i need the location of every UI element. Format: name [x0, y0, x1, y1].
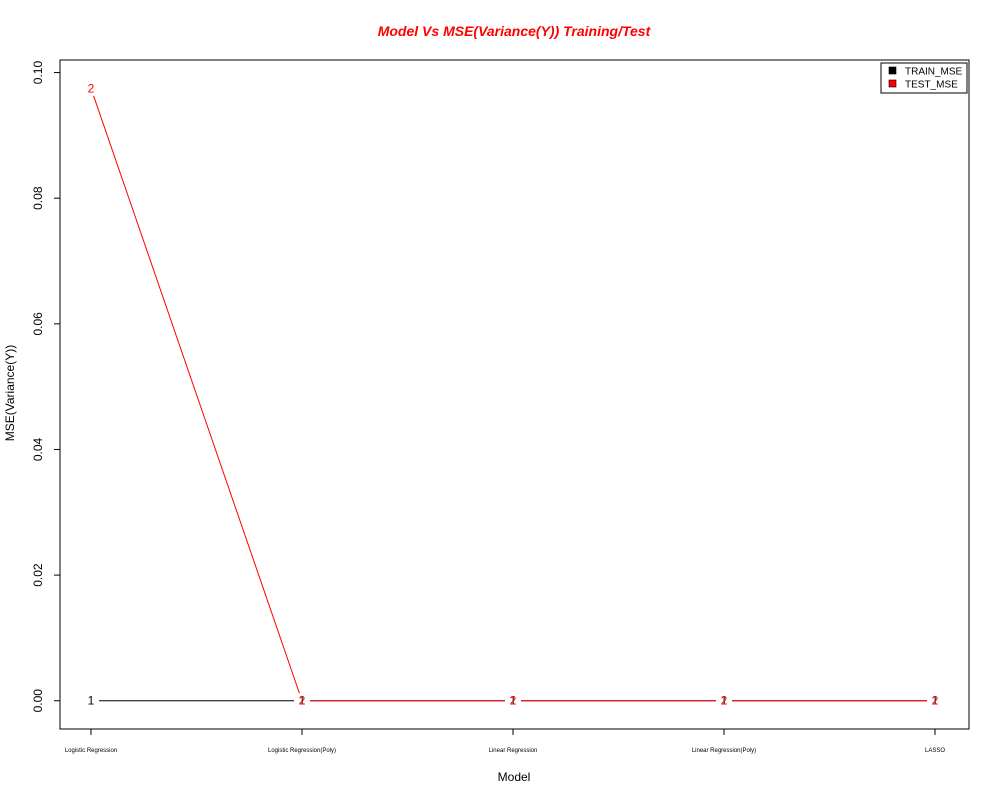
y-tick-label: 0.08: [31, 186, 45, 210]
x-tick-label: Logistic Regression(Poly): [268, 748, 336, 754]
data-point-marker: 1: [88, 694, 95, 708]
plot-area-frame: [59, 59, 970, 730]
data-point-marker: 2: [299, 694, 306, 708]
legend-label: TEST_MSE: [905, 80, 958, 91]
y-tick-label: 0.00: [31, 689, 45, 713]
chart-title: Model Vs MSE(Variance(Y)) Training/Test: [378, 23, 652, 39]
x-tick-label: Linear Regression(Poly): [692, 748, 756, 754]
y-axis-title: MSE(Variance(Y)): [3, 345, 17, 441]
x-tick-label: Logistic Regression: [65, 748, 117, 754]
data-point-marker: 2: [721, 694, 728, 708]
data-point-marker: 1: [510, 694, 517, 708]
legend-label: TRAIN_MSE: [905, 67, 963, 78]
data-point-marker: 2: [932, 694, 939, 708]
x-tick-label: Linear Regression: [489, 748, 538, 754]
legend: TRAIN_MSE TEST_MSE: [880, 62, 968, 94]
x-tick-label: LASSO: [925, 748, 945, 754]
data-point-marker: 1: [932, 694, 939, 708]
legend-swatch: [888, 66, 897, 75]
y-tick-label: 0.04: [31, 437, 45, 461]
y-tick-label: 0.06: [31, 312, 45, 336]
x-axis: Logistic Regression Logistic Regression(P…: [65, 729, 945, 754]
series-test-mse: 2 2 2 2 2: [88, 81, 939, 707]
data-point-marker: 2: [510, 694, 517, 708]
x-axis-title: Model: [498, 770, 531, 784]
series-segment: [93, 95, 300, 694]
data-point-marker: 1: [299, 694, 306, 708]
y-tick-label: 0.02: [31, 563, 45, 587]
y-axis: 0.00 0.02 0.04 0.06 0.08 0.10: [31, 61, 60, 713]
series-layer: 1 1 1 1 122 2 2 2: [88, 81, 939, 707]
data-point-marker: 2: [88, 81, 95, 95]
legend-swatch: [888, 79, 897, 88]
data-point-marker: 1: [721, 694, 728, 708]
y-tick-label: 0.10: [31, 61, 45, 85]
